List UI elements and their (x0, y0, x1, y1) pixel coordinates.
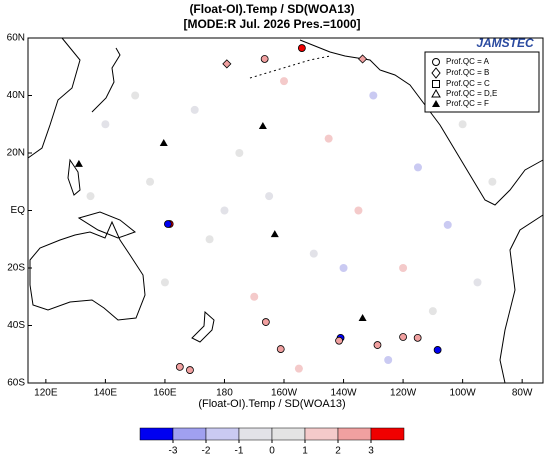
float-point (131, 91, 140, 100)
float-point (369, 91, 378, 100)
float-point (458, 120, 467, 129)
colorbar-segment (139, 427, 174, 441)
legend-label: Prof.QC = A (446, 57, 490, 66)
x-tick-label: 160E (153, 388, 177, 399)
y-tick-label: 20N (7, 148, 25, 159)
float-point (235, 149, 244, 157)
colorbar-segment (304, 427, 339, 441)
flagged-float (74, 159, 83, 167)
x-tick-label: 80W (512, 388, 533, 399)
float-point (205, 235, 214, 244)
colorbar-segment (205, 427, 240, 441)
x-axis-label: (Float-OI).Temp / SD(WOA13) (198, 398, 345, 410)
coastlines (27, 37, 544, 384)
legend-symbol (432, 100, 440, 107)
flagged-float (358, 314, 367, 322)
float-point (428, 307, 437, 316)
y-tick-label: 60N (7, 33, 25, 44)
float-point (276, 345, 285, 353)
legend-label: Prof.QC = F (446, 99, 489, 108)
legend-label: Prof.QC = B (446, 68, 489, 77)
colorbar-segment (271, 427, 306, 441)
float-point (473, 278, 482, 287)
title: (Float-OI).Temp / SD(WOA13) (189, 2, 354, 16)
x-tick-label: 120W (390, 388, 417, 399)
float-point (443, 220, 452, 229)
float-point (324, 134, 333, 143)
float-point (160, 278, 169, 287)
legend-label: Prof.QC = D,E (446, 89, 497, 98)
float-point (101, 120, 110, 129)
y-tick-label: 40S (7, 320, 25, 331)
float-point (309, 249, 318, 258)
colorbar-label: -1 (235, 446, 244, 456)
legend-symbol (432, 58, 440, 66)
float-point (220, 206, 229, 215)
legend-label: Prof.QC = C (446, 79, 490, 88)
float-point (186, 366, 194, 374)
flagged-float (270, 230, 279, 238)
legend-box (424, 51, 540, 113)
legend-symbol (431, 67, 441, 79)
legend: Prof.QC = A Prof.QC = B Prof.QC = C Prof… (424, 51, 540, 113)
flagged-float (159, 138, 168, 146)
float-point (175, 362, 184, 371)
float-point (86, 192, 95, 201)
float-point (265, 192, 274, 201)
x-tick-label: 140W (330, 388, 357, 399)
float-point (294, 364, 303, 373)
colorbar-label: 3 (368, 446, 374, 456)
x-tick-label: 180 (216, 388, 233, 399)
y-tick-label: 60S (7, 378, 25, 389)
colorbar-label: 2 (335, 446, 341, 456)
float-point (339, 264, 348, 272)
float-point (384, 356, 393, 364)
colorbar-label: 1 (302, 446, 308, 456)
colorbar-segment (172, 427, 207, 441)
float-point (354, 206, 363, 215)
float-point (399, 333, 407, 341)
float-point (222, 59, 232, 69)
float-point (297, 44, 306, 52)
float-point (399, 264, 408, 272)
x-tick-label: 140E (94, 388, 118, 399)
float-point (164, 220, 172, 228)
y-tick-label: 40N (7, 90, 25, 101)
x-tick-label: 100W (450, 388, 477, 399)
float-point (488, 177, 497, 186)
legend-symbol (432, 80, 440, 88)
x-tick-label: 160W (271, 388, 298, 399)
float-point (260, 55, 269, 63)
x-tick-label: 120E (34, 388, 58, 399)
float-point (146, 177, 155, 186)
float-point (413, 333, 422, 342)
legend-symbol (431, 88, 441, 98)
float-point (373, 341, 382, 349)
subtitle: [MODE:R Jul. 2026 Pres.=1000] (183, 17, 360, 31)
colorbar-segment (238, 427, 273, 441)
float-point (261, 318, 270, 326)
colorbar-label: -2 (202, 446, 211, 456)
float-point (358, 54, 368, 64)
y-tick-label: EQ (11, 205, 26, 216)
float-point (280, 77, 289, 86)
colorbar-segment (370, 427, 405, 441)
colorbar-segment (337, 427, 372, 441)
float-point (335, 336, 343, 345)
float-point (190, 105, 199, 114)
float-point (413, 163, 422, 172)
colorbar-label: 0 (269, 446, 275, 456)
float-point (250, 292, 259, 301)
float-point (433, 346, 442, 354)
logo: JAMSTEC (476, 36, 534, 50)
flagged-float (258, 121, 267, 129)
y-tick-label: 20S (7, 263, 25, 274)
colorbar-label: -3 (169, 446, 178, 456)
